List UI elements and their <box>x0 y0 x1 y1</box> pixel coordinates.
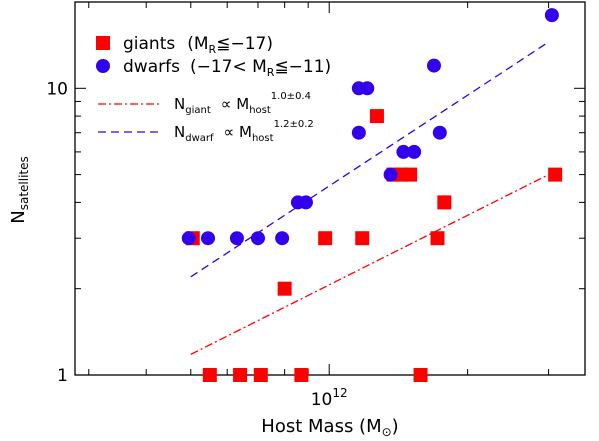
legend-label-dwarfs: dwarfs (−17< MR≦−11) <box>123 57 331 79</box>
fit-legend-label-giant: Ngiant ∝ Mhost1.0±0.4 <box>174 91 311 116</box>
y-axis-ticks <box>75 1 585 376</box>
point-dwarf <box>250 231 265 246</box>
data-points <box>181 8 563 382</box>
point-dwarf <box>544 8 559 23</box>
point-giant <box>277 281 292 296</box>
fit-dwarf-prop: ∝ M <box>224 123 252 141</box>
y-axis-label-main: N <box>8 210 29 223</box>
x-axis-label-close: ) <box>392 416 399 437</box>
point-giant <box>294 368 309 382</box>
fit-dwarf-exp: 1.2±0.2 <box>274 119 314 130</box>
fit-giant-host-sub: host <box>249 105 271 116</box>
legend-label-giants: giants (MR≦−17) <box>123 34 273 56</box>
fit-giant-exp: 1.0±0.4 <box>271 91 311 102</box>
point-giant <box>437 195 452 210</box>
legend-marker-giants <box>96 36 110 50</box>
y-tick-label-10: 10 <box>46 79 68 99</box>
point-giant <box>253 368 268 382</box>
x-axis-label-sun-symbol: ⊙ <box>382 425 392 439</box>
legend-dwarfs-cond-sub: R <box>267 66 275 79</box>
point-giant <box>233 368 248 382</box>
point-dwarf <box>396 144 411 159</box>
fit-giant-sub: giant <box>185 105 211 116</box>
legend-giants-cond-open: (M <box>187 34 208 54</box>
x-tick-base: 10 <box>311 390 333 410</box>
fit-giant-prop: ∝ M <box>221 95 249 113</box>
y-axis-label-sub: satellites <box>17 156 31 210</box>
legend-dwarfs-name: dwarfs <box>123 57 180 77</box>
fit-line-dwarf <box>190 41 549 278</box>
point-giant <box>318 231 333 246</box>
point-giant <box>430 231 445 246</box>
point-dwarf <box>275 231 290 246</box>
legend-giants-cond-rel: ≦−17) <box>216 34 273 54</box>
point-giant <box>369 109 384 124</box>
y-axis-label: Nsatellites <box>8 156 31 224</box>
legend-giants-cond-sub: R <box>209 43 217 56</box>
fit-dwarf-n: N <box>174 123 185 141</box>
point-dwarf <box>426 58 441 73</box>
point-dwarf <box>360 81 375 96</box>
fit-dwarf-sub: dwarf <box>185 133 214 144</box>
point-dwarf <box>200 231 215 246</box>
point-giant <box>202 368 217 382</box>
legend-marker-dwarfs <box>96 59 110 73</box>
fit-lines <box>190 41 549 355</box>
point-giant <box>403 167 418 182</box>
x-tick-label: 1012 <box>311 386 348 410</box>
point-giant <box>355 231 370 246</box>
fit-dwarf-host-sub: host <box>252 133 274 144</box>
point-dwarf <box>383 167 398 182</box>
x-axis-label-main: Host Mass (M <box>261 416 381 437</box>
point-dwarf <box>229 231 244 246</box>
fit-legend-label-dwarf: Ndwarf ∝ Mhost1.2±0.2 <box>174 119 314 144</box>
fit-giant-n: N <box>174 95 185 113</box>
legend-giants-name: giants <box>123 34 175 54</box>
point-dwarf <box>351 125 366 140</box>
y-tick-label-1: 1 <box>57 366 68 386</box>
point-dwarf <box>181 231 196 246</box>
point-giant <box>548 167 563 182</box>
x-axis-label: Host Mass (M⊙) <box>261 416 398 439</box>
x-tick-exponent: 12 <box>332 386 347 400</box>
plot-frame <box>74 1 586 376</box>
point-dwarf <box>432 125 447 140</box>
legend-dwarfs-cond-open: (−17< M <box>190 57 267 77</box>
legend-dwarfs-cond-rel: ≦−11) <box>274 57 331 77</box>
fit-line-giant <box>190 174 549 355</box>
point-dwarf <box>407 144 422 159</box>
point-dwarf <box>298 195 313 210</box>
point-giant <box>413 368 428 382</box>
